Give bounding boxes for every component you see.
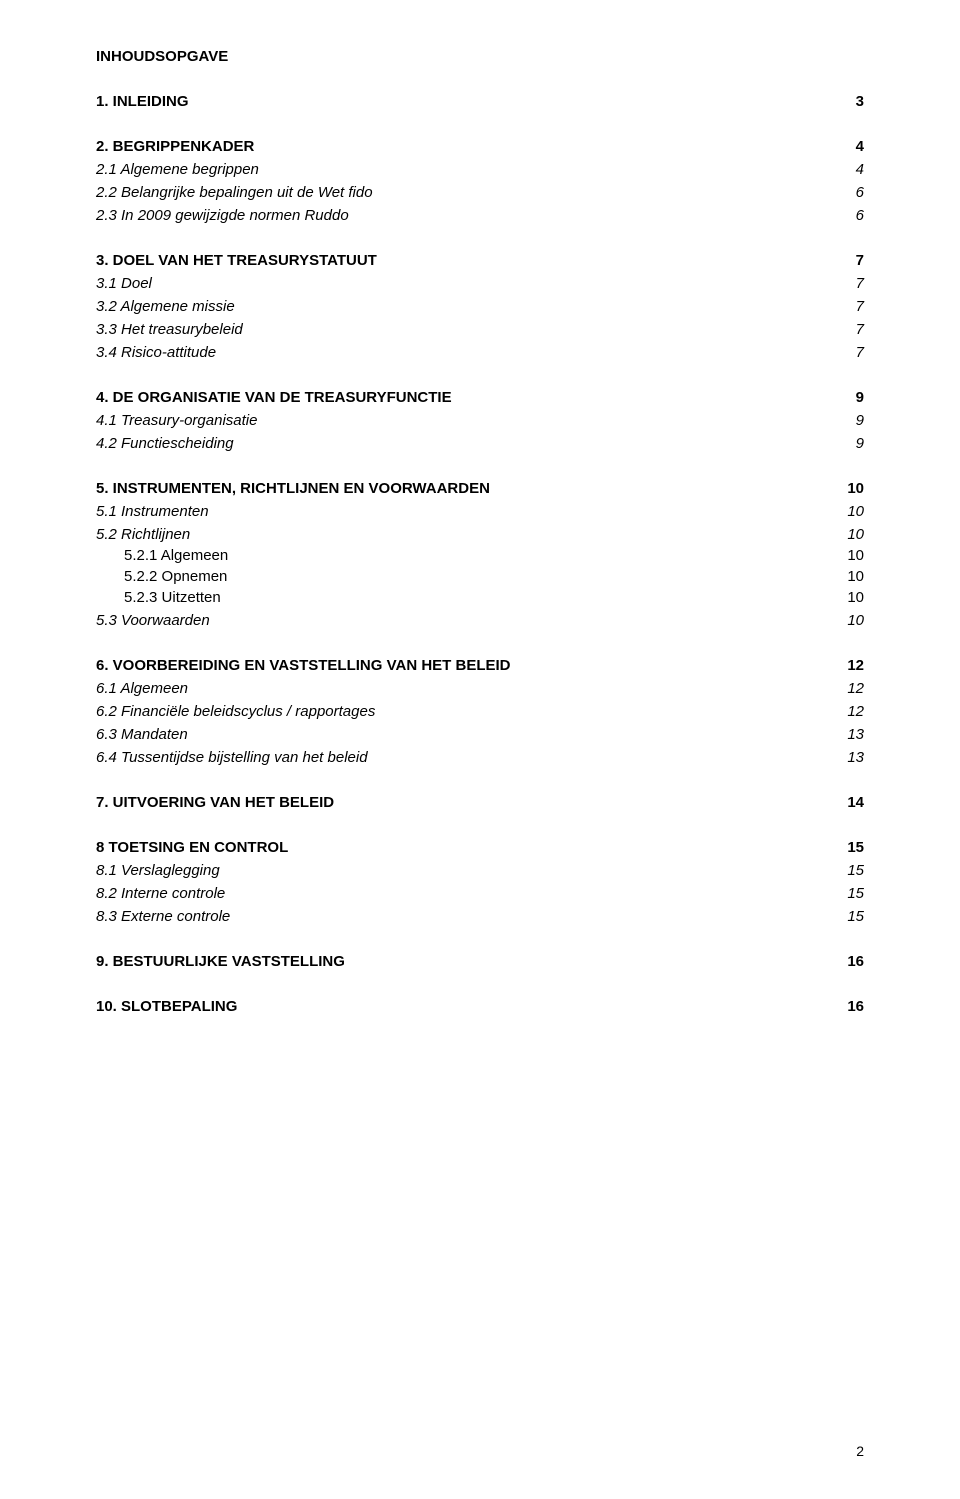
- toc-entry: 3. DOEL VAN HET TREASURYSTATUUT 7: [96, 252, 864, 269]
- toc-label: 6.3 Mandaten: [96, 726, 188, 743]
- toc-label: 8.3 Externe controle: [96, 908, 230, 925]
- toc-entry: 5. INSTRUMENTEN, RICHTLIJNEN EN VOORWAAR…: [96, 480, 864, 497]
- toc-label: 2.2 Belangrijke bepalingen uit de Wet fi…: [96, 184, 373, 201]
- toc-entry: 6.2 Financiële beleidscyclus / rapportag…: [96, 703, 864, 720]
- toc-page: 14: [847, 794, 864, 811]
- toc-page: 7: [856, 344, 864, 361]
- toc-label: 1. INLEIDING: [96, 93, 189, 110]
- toc-label: 5.2.3 Uitzetten: [124, 589, 221, 606]
- toc-page: 7: [856, 298, 864, 315]
- toc-page: 9: [856, 389, 864, 406]
- toc-entry: 6.4 Tussentijdse bijstelling van het bel…: [96, 749, 864, 766]
- toc-entry: 6.3 Mandaten 13: [96, 726, 864, 743]
- toc-page: 10: [847, 503, 864, 520]
- toc-entry: 4. DE ORGANISATIE VAN DE TREASURYFUNCTIE…: [96, 389, 864, 406]
- toc-entry: 2.2 Belangrijke bepalingen uit de Wet fi…: [96, 184, 864, 201]
- toc-label: 8.1 Verslaglegging: [96, 862, 220, 879]
- toc-page: 3: [856, 93, 864, 110]
- toc-page: 6: [856, 207, 864, 224]
- toc-page: 4: [856, 138, 864, 155]
- toc-entry: 6.1 Algemeen 12: [96, 680, 864, 697]
- toc-label: 3.2 Algemene missie: [96, 298, 235, 315]
- toc-page: 7: [856, 252, 864, 269]
- toc-entry: 2.3 In 2009 gewijzigde normen Ruddo 6: [96, 207, 864, 224]
- toc-label: 8.2 Interne controle: [96, 885, 225, 902]
- toc-label: 9. BESTUURLIJKE VASTSTELLING: [96, 953, 345, 970]
- toc-entry: 5.3 Voorwaarden 10: [96, 612, 864, 629]
- toc-page: 9: [856, 412, 864, 429]
- toc-entry: 3.2 Algemene missie 7: [96, 298, 864, 315]
- toc-entry: 9. BESTUURLIJKE VASTSTELLING 16: [96, 953, 864, 970]
- toc-page: 15: [847, 862, 864, 879]
- toc-entry: 5.2.2 Opnemen 10: [124, 568, 864, 585]
- toc-entry: 8.1 Verslaglegging 15: [96, 862, 864, 879]
- toc-page: 16: [847, 953, 864, 970]
- toc-page: 10: [847, 589, 864, 606]
- toc-label: 7. UITVOERING VAN HET BELEID: [96, 794, 334, 811]
- toc-page: 15: [847, 908, 864, 925]
- toc-label: 10. SLOTBEPALING: [96, 998, 237, 1015]
- toc-page: 13: [847, 726, 864, 743]
- toc-label: 5.3 Voorwaarden: [96, 612, 210, 629]
- toc-label: 3.4 Risico-attitude: [96, 344, 216, 361]
- toc-label: 5.2.1 Algemeen: [124, 547, 228, 564]
- toc-entry: 4.1 Treasury-organisatie 9: [96, 412, 864, 429]
- toc-entry: 1. INLEIDING 3: [96, 93, 864, 110]
- table-of-contents: 1. INLEIDING32. BEGRIPPENKADER42.1 Algem…: [96, 93, 864, 1015]
- toc-entry: 2. BEGRIPPENKADER 4: [96, 138, 864, 155]
- toc-page: 7: [856, 275, 864, 292]
- toc-page: 12: [847, 657, 864, 674]
- page-number: 2: [856, 1443, 864, 1459]
- toc-label: 3.1 Doel: [96, 275, 152, 292]
- toc-page: 16: [847, 998, 864, 1015]
- toc-page: 15: [847, 839, 864, 856]
- toc-label: 2. BEGRIPPENKADER: [96, 138, 254, 155]
- toc-label: 5. INSTRUMENTEN, RICHTLIJNEN EN VOORWAAR…: [96, 480, 490, 497]
- toc-page: 13: [847, 749, 864, 766]
- toc-page: 4: [856, 161, 864, 178]
- toc-label: 4. DE ORGANISATIE VAN DE TREASURYFUNCTIE: [96, 389, 452, 406]
- toc-label: 3.3 Het treasurybeleid: [96, 321, 243, 338]
- toc-entry: 4.2 Functiescheiding 9: [96, 435, 864, 452]
- toc-entry: 5.1 Instrumenten 10: [96, 503, 864, 520]
- toc-label: 5.2 Richtlijnen: [96, 526, 190, 543]
- toc-entry: 10. SLOTBEPALING 16: [96, 998, 864, 1015]
- toc-page: 12: [847, 703, 864, 720]
- toc-page: 10: [847, 480, 864, 497]
- toc-label: 2.3 In 2009 gewijzigde normen Ruddo: [96, 207, 349, 224]
- toc-page: 10: [847, 612, 864, 629]
- toc-label: 5.2.2 Opnemen: [124, 568, 227, 585]
- toc-label: 3. DOEL VAN HET TREASURYSTATUUT: [96, 252, 377, 269]
- toc-label: 4.2 Functiescheiding: [96, 435, 234, 452]
- toc-label: 6.1 Algemeen: [96, 680, 188, 697]
- toc-label: 4.1 Treasury-organisatie: [96, 412, 257, 429]
- toc-page: 12: [847, 680, 864, 697]
- toc-page: 9: [856, 435, 864, 452]
- toc-label: 5.1 Instrumenten: [96, 503, 209, 520]
- toc-page: 10: [847, 547, 864, 564]
- toc-entry: 3.1 Doel 7: [96, 275, 864, 292]
- toc-label: 6.4 Tussentijdse bijstelling van het bel…: [96, 749, 368, 766]
- toc-entry: 5.2 Richtlijnen 10: [96, 526, 864, 543]
- toc-page: 10: [847, 526, 864, 543]
- doc-title: INHOUDSOPGAVE: [96, 48, 864, 65]
- toc-entry: 3.3 Het treasurybeleid 7: [96, 321, 864, 338]
- toc-label: 6. VOORBEREIDING EN VASTSTELLING VAN HET…: [96, 657, 511, 674]
- toc-label: 8 TOETSING EN CONTROL: [96, 839, 288, 856]
- toc-entry: 2.1 Algemene begrippen 4: [96, 161, 864, 178]
- toc-entry: 8 TOETSING EN CONTROL 15: [96, 839, 864, 856]
- toc-page: 7: [856, 321, 864, 338]
- toc-entry: 7. UITVOERING VAN HET BELEID 14: [96, 794, 864, 811]
- toc-page: 6: [856, 184, 864, 201]
- toc-entry: 5.2.3 Uitzetten 10: [124, 589, 864, 606]
- toc-page: 10: [847, 568, 864, 585]
- toc-label: 2.1 Algemene begrippen: [96, 161, 259, 178]
- toc-entry: 6. VOORBEREIDING EN VASTSTELLING VAN HET…: [96, 657, 864, 674]
- toc-label: 6.2 Financiële beleidscyclus / rapportag…: [96, 703, 375, 720]
- toc-entry: 3.4 Risico-attitude 7: [96, 344, 864, 361]
- toc-entry: 8.3 Externe controle 15: [96, 908, 864, 925]
- toc-entry: 5.2.1 Algemeen 10: [124, 547, 864, 564]
- toc-entry: 8.2 Interne controle 15: [96, 885, 864, 902]
- toc-page: 15: [847, 885, 864, 902]
